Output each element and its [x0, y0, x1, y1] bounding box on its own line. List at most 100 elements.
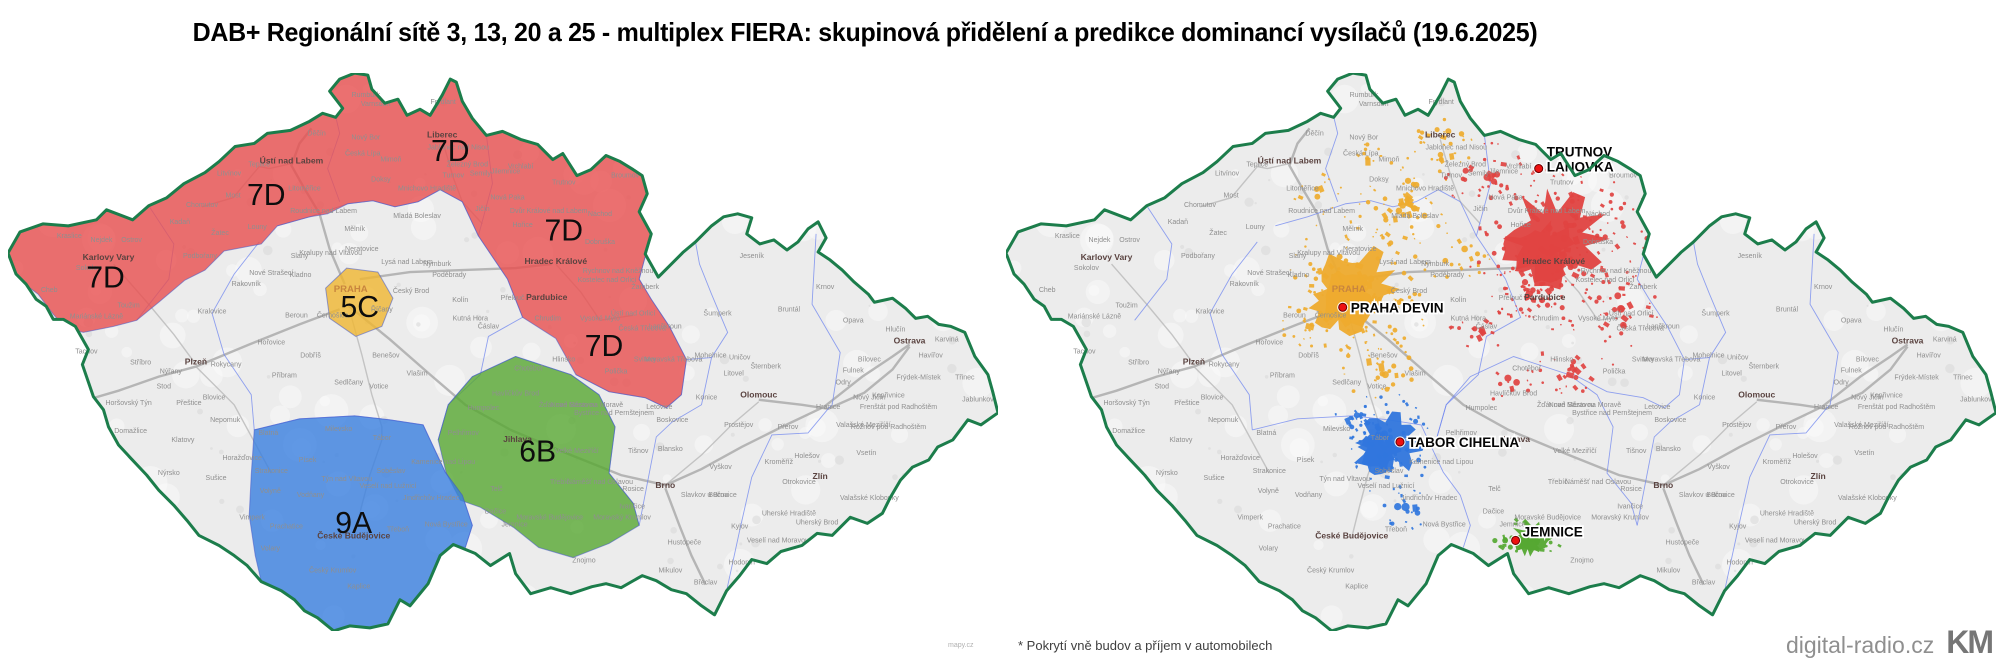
svg-text:Šumperk: Šumperk	[704, 308, 733, 317]
svg-text:Velké Meziříčí: Velké Meziříčí	[1553, 448, 1597, 455]
svg-text:Fulnek: Fulnek	[1841, 368, 1863, 375]
svg-text:Ostrava: Ostrava	[1892, 335, 1924, 345]
svg-text:Horšovský Týn: Horšovský Týn	[105, 400, 151, 407]
svg-text:Žatec: Žatec	[1209, 228, 1227, 237]
svg-text:Turnov: Turnov	[1440, 173, 1462, 180]
transmitter-dot	[1395, 437, 1405, 447]
svg-text:Semily: Semily	[470, 171, 492, 178]
svg-text:Sušice: Sušice	[1204, 475, 1225, 482]
svg-text:Příbram: Příbram	[1270, 373, 1295, 380]
svg-text:Jilemnice: Jilemnice	[1489, 169, 1518, 176]
svg-text:Černošice: Černošice	[1315, 310, 1347, 319]
svg-text:Prachatice: Prachatice	[1268, 523, 1301, 530]
svg-text:Kaplice: Kaplice	[347, 584, 370, 591]
svg-text:Toužim: Toužim	[117, 302, 139, 309]
svg-text:Uherský Brod: Uherský Brod	[796, 519, 839, 526]
transmitter-label: JEMNICE	[1523, 524, 1583, 539]
svg-text:Bruntál: Bruntál	[778, 306, 801, 313]
svg-text:Domažlice: Domažlice	[114, 428, 147, 435]
svg-text:Přelouč: Přelouč	[501, 295, 525, 302]
svg-text:Havlíčkův Brod: Havlíčkův Brod	[1490, 390, 1537, 398]
svg-text:Bystřice nad Pernštejnem: Bystřice nad Pernštejnem	[574, 410, 654, 417]
svg-text:Holešov: Holešov	[1792, 453, 1818, 460]
svg-text:Jeseník: Jeseník	[1738, 253, 1763, 260]
svg-text:Semily: Semily	[1468, 171, 1490, 178]
svg-text:Bučovice: Bučovice	[708, 492, 737, 499]
svg-text:Nový Bor: Nový Bor	[1349, 134, 1379, 141]
svg-text:Havířov: Havířov	[1917, 353, 1942, 360]
svg-text:Hradec Králové: Hradec Králové	[1522, 256, 1585, 266]
svg-text:Náměšť nad Oslavou: Náměšť nad Oslavou	[1565, 479, 1631, 486]
svg-text:Volary: Volary	[261, 546, 281, 553]
svg-text:Česká Třebová: Česká Třebová	[618, 323, 666, 332]
svg-text:Český Brod: Český Brod	[1391, 286, 1427, 295]
svg-text:Dobříš: Dobříš	[1298, 353, 1319, 360]
svg-text:Hodonín: Hodonín	[1726, 560, 1753, 567]
svg-text:Jičín: Jičín	[475, 206, 490, 213]
svg-text:Uničov: Uničov	[1727, 355, 1749, 362]
svg-text:Jihlava: Jihlava	[503, 434, 532, 444]
svg-text:Mohelnice: Mohelnice	[695, 353, 727, 360]
svg-text:Blatná: Blatná	[1256, 430, 1276, 437]
svg-text:Frýdek-Místek: Frýdek-Místek	[1894, 375, 1939, 382]
svg-text:Pardubice: Pardubice	[1524, 292, 1566, 302]
svg-text:Třeboň: Třeboň	[387, 526, 409, 533]
svg-text:Bílovec: Bílovec	[1856, 357, 1879, 364]
svg-text:Mělník: Mělník	[1342, 226, 1363, 233]
svg-text:Otrokovice: Otrokovice	[1780, 479, 1814, 486]
svg-text:Lysá nad Labem: Lysá nad Labem	[381, 259, 433, 266]
svg-text:Hranice: Hranice	[816, 404, 840, 411]
svg-text:Mimoň: Mimoň	[380, 157, 401, 164]
svg-text:Sokolov: Sokolov	[76, 265, 101, 272]
svg-text:Karlovy Vary: Karlovy Vary	[83, 252, 135, 262]
svg-text:Vlašim: Vlašim	[1405, 371, 1426, 378]
svg-text:Jablunkov: Jablunkov	[962, 397, 994, 404]
svg-text:Louny: Louny	[1246, 224, 1266, 231]
svg-text:Hlinsko: Hlinsko	[1550, 357, 1573, 364]
svg-text:Valašské Klobouky: Valašské Klobouky	[840, 495, 899, 502]
block-label-7D: 7D	[86, 262, 125, 295]
svg-text:Poděbrady: Poděbrady	[1430, 272, 1464, 279]
svg-text:Roudnice nad Labem: Roudnice nad Labem	[1288, 208, 1355, 215]
svg-text:Nový Jičín: Nový Jičín	[1851, 395, 1883, 402]
svg-text:Humpolec: Humpolec	[468, 405, 500, 412]
svg-text:Most: Most	[1224, 193, 1239, 200]
svg-text:Náchod: Náchod	[588, 211, 612, 218]
svg-text:Slavkov u Brna: Slavkov u Brna	[1679, 492, 1726, 499]
svg-text:Doksy: Doksy	[1369, 177, 1389, 184]
svg-text:Valašské Meziříčí: Valašské Meziříčí	[1834, 422, 1888, 429]
svg-text:Třinec: Třinec	[1953, 375, 1973, 382]
svg-text:Vyškov: Vyškov	[709, 464, 732, 471]
svg-text:Česká Lípa: Česká Lípa	[345, 149, 381, 158]
svg-text:Náchod: Náchod	[1586, 211, 1610, 218]
svg-text:Brno: Brno	[655, 480, 675, 490]
svg-text:Blovice: Blovice	[1201, 395, 1224, 402]
svg-text:Benešov: Benešov	[372, 353, 400, 360]
svg-text:Nepomuk: Nepomuk	[1208, 417, 1239, 424]
svg-text:Cheb: Cheb	[41, 287, 58, 294]
svg-text:Znojmo: Znojmo	[1570, 558, 1593, 565]
svg-text:Děčín: Děčín	[1305, 130, 1323, 137]
svg-text:Olomouc: Olomouc	[740, 390, 777, 400]
svg-text:Ústí nad Orlicí: Ústí nad Orlicí	[611, 308, 655, 317]
svg-text:Nový Jičín: Nový Jičín	[853, 395, 885, 402]
svg-text:Černošice: Černošice	[317, 310, 349, 319]
svg-text:Karviná: Karviná	[1933, 336, 1957, 343]
svg-text:Pelhřimov: Pelhřimov	[448, 430, 480, 437]
svg-text:Hranice: Hranice	[1814, 404, 1838, 411]
svg-text:Třebíč: Třebíč	[1548, 479, 1568, 486]
svg-text:Lysá nad Labem: Lysá nad Labem	[1379, 259, 1431, 266]
credit-site: digital-radio.cz	[1785, 632, 1935, 658]
svg-text:Přerov: Přerov	[778, 424, 799, 431]
svg-text:Fulnek: Fulnek	[843, 368, 865, 375]
svg-text:Vimperk: Vimperk	[239, 514, 265, 521]
svg-text:Kroměříž: Kroměříž	[765, 459, 794, 466]
svg-text:Neratovice: Neratovice	[1343, 246, 1377, 253]
svg-text:Plzeň: Plzeň	[185, 357, 207, 367]
svg-text:Kopřivnice: Kopřivnice	[872, 393, 905, 400]
svg-text:Broumov: Broumov	[1609, 173, 1638, 180]
city-labels: Cheb Sokolov Kraslice Nejdek Ostrov Mariánské…	[1039, 92, 1992, 590]
svg-text:Hustopeče: Hustopeče	[1666, 539, 1700, 546]
svg-text:Dvůr Králové nad Labem: Dvůr Králové nad Labem	[510, 207, 588, 215]
svg-text:Dačice: Dačice	[485, 508, 507, 515]
